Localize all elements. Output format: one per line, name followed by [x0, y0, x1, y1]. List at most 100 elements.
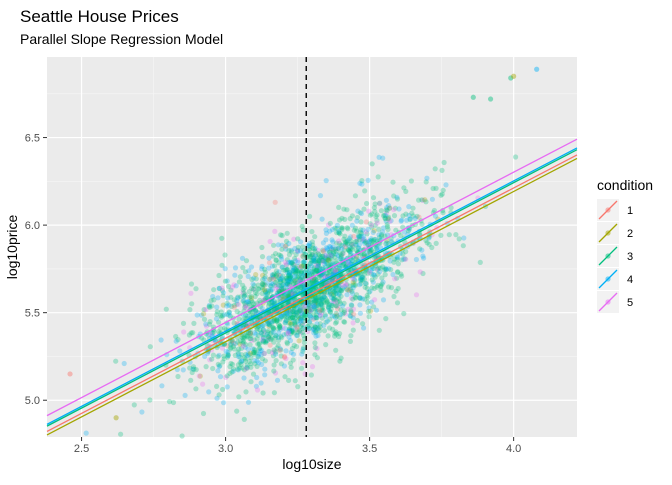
scatter-point [289, 329, 295, 335]
scatter-point [281, 278, 287, 284]
scatter-point [309, 272, 315, 278]
scatter-point [284, 341, 290, 347]
scatter-point [346, 248, 352, 254]
scatter-point [248, 264, 255, 270]
scatter-point [408, 178, 414, 184]
scatter-point [313, 312, 319, 318]
scatter-point [241, 355, 248, 361]
scatter-point [359, 238, 366, 244]
scatter-point [291, 312, 297, 318]
scatter-point [360, 321, 366, 327]
scatter-point [319, 310, 325, 316]
scatter-point [385, 216, 391, 222]
scatter-point [384, 221, 390, 228]
scatter-point [368, 237, 374, 243]
scatter-point [240, 338, 246, 344]
scatter-point [253, 383, 259, 389]
scatter-point [378, 287, 384, 293]
scatter-point [350, 279, 356, 285]
scatter-point [354, 237, 360, 243]
plot-panel [47, 57, 577, 437]
scatter-point [320, 247, 326, 253]
scatter-point [303, 267, 310, 273]
scatter-point [216, 285, 222, 291]
scatter-point [244, 333, 250, 339]
scatter-point [380, 297, 387, 303]
scatter-point [432, 213, 439, 219]
scatter-point [232, 272, 238, 278]
scatter-point [260, 277, 266, 283]
scatter-point [335, 245, 341, 252]
scatter-point [279, 293, 285, 299]
scatter-point [298, 318, 304, 324]
scatter-point [317, 294, 323, 300]
scatter-point [278, 253, 284, 259]
scatter-point [216, 364, 222, 370]
scatter-point [417, 246, 423, 252]
scatter-point [239, 255, 246, 261]
scatter-point [289, 276, 295, 282]
scatter-point [234, 308, 240, 315]
scatter-point [331, 313, 337, 319]
scatter-point [278, 277, 284, 283]
scatter-point [276, 252, 282, 258]
scatter-point [190, 366, 196, 372]
scatter-point [321, 294, 327, 300]
scatter-point [296, 308, 303, 314]
scatter-point [269, 299, 275, 305]
scatter-point [290, 315, 296, 321]
scatter-point [327, 228, 333, 234]
scatter-point [266, 288, 272, 294]
scatter-point [392, 205, 398, 211]
scatter-point [269, 324, 275, 330]
scatter-point [302, 312, 308, 318]
scatter-point [224, 311, 230, 317]
scatter-point [243, 305, 249, 311]
scatter-point [346, 287, 353, 293]
scatter-point [317, 321, 323, 327]
scatter-point [295, 321, 302, 328]
scatter-point [368, 236, 374, 242]
scatter-point [324, 246, 330, 252]
scatter-point [317, 255, 323, 261]
scatter-point [259, 281, 266, 287]
scatter-point [214, 395, 220, 401]
scatter-point [334, 319, 340, 325]
scatter-point [277, 316, 283, 322]
scatter-point [320, 297, 326, 303]
scatter-point [227, 370, 233, 376]
scatter-point [337, 358, 343, 364]
scatter-point [268, 280, 274, 286]
scatter-point [271, 390, 277, 396]
scatter-point [289, 328, 295, 334]
scatter-point [333, 246, 339, 252]
scatter-point [309, 252, 315, 258]
scatter-point [259, 361, 265, 368]
scatter-point [384, 224, 391, 230]
scatter-point [282, 374, 288, 380]
scatter-point [372, 209, 378, 215]
scatter-point [307, 251, 313, 257]
scatter-point [311, 246, 317, 252]
scatter-point [290, 288, 296, 294]
scatter-point [253, 308, 259, 314]
scatter-point [311, 268, 317, 274]
scatter-point [291, 330, 297, 336]
scatter-point [359, 181, 365, 187]
scatter-point [260, 334, 266, 340]
scatter-point [386, 266, 392, 272]
scatter-point [259, 244, 265, 251]
scatter-point [313, 262, 320, 268]
scatter-point [259, 254, 266, 260]
scatter-point [398, 218, 404, 224]
scatter-point [357, 310, 363, 316]
scatter-point [316, 252, 322, 258]
scatter-point [248, 333, 254, 339]
scatter-point [300, 273, 306, 279]
scatter-point [215, 368, 221, 374]
scatter-point [292, 277, 298, 283]
scatter-point [395, 261, 401, 267]
scatter-point [312, 297, 318, 303]
scatter-point [312, 324, 318, 330]
